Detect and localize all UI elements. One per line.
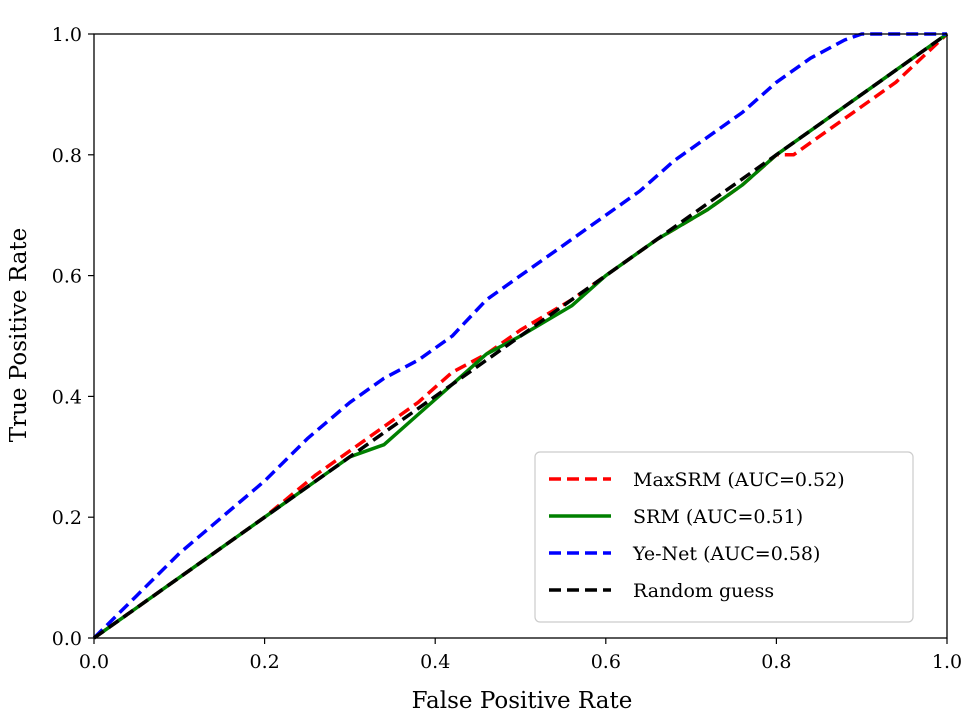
x-axis-label: False Positive Rate [412, 688, 633, 714]
y-tick-label: 0.8 [52, 145, 82, 167]
y-axis-label: True Positive Rate [6, 228, 32, 443]
legend-label-0: MaxSRM (AUC=0.52) [633, 469, 845, 491]
x-tick-label: 0.2 [249, 651, 279, 673]
legend-box [534, 451, 914, 623]
x-tick-label: 1.0 [932, 651, 962, 673]
plot-area [92, 32, 949, 640]
y-axis-ticks: 0.0 0.2 0.4 0.6 0.8 1.0 [52, 24, 94, 650]
x-axis-ticks: 0.0 0.2 0.4 0.6 0.8 1.0 [79, 638, 962, 673]
series-line-3 [92, 32, 949, 640]
legend-label-1: SRM (AUC=0.51) [633, 506, 803, 528]
axes-frame [93, 33, 948, 639]
y-tick-label: 0.0 [52, 628, 82, 650]
legend-label-2: Ye-Net (AUC=0.58) [632, 543, 820, 565]
y-tick-label: 0.4 [52, 386, 82, 408]
y-tick-label: 0.6 [52, 266, 82, 288]
x-tick-label: 0.4 [420, 651, 450, 673]
series-line-2 [92, 32, 947, 640]
y-tick-label: 0.2 [52, 507, 82, 529]
legend: MaxSRM (AUC=0.52) SRM (AUC=0.51) Ye-Net (A… [534, 451, 914, 623]
x-tick-label: 0.8 [761, 651, 791, 673]
x-tick-label: 0.6 [591, 651, 621, 673]
y-tick-label: 1.0 [52, 24, 82, 46]
legend-label-3: Random guess [633, 580, 774, 602]
x-tick-label: 0.0 [79, 651, 109, 673]
